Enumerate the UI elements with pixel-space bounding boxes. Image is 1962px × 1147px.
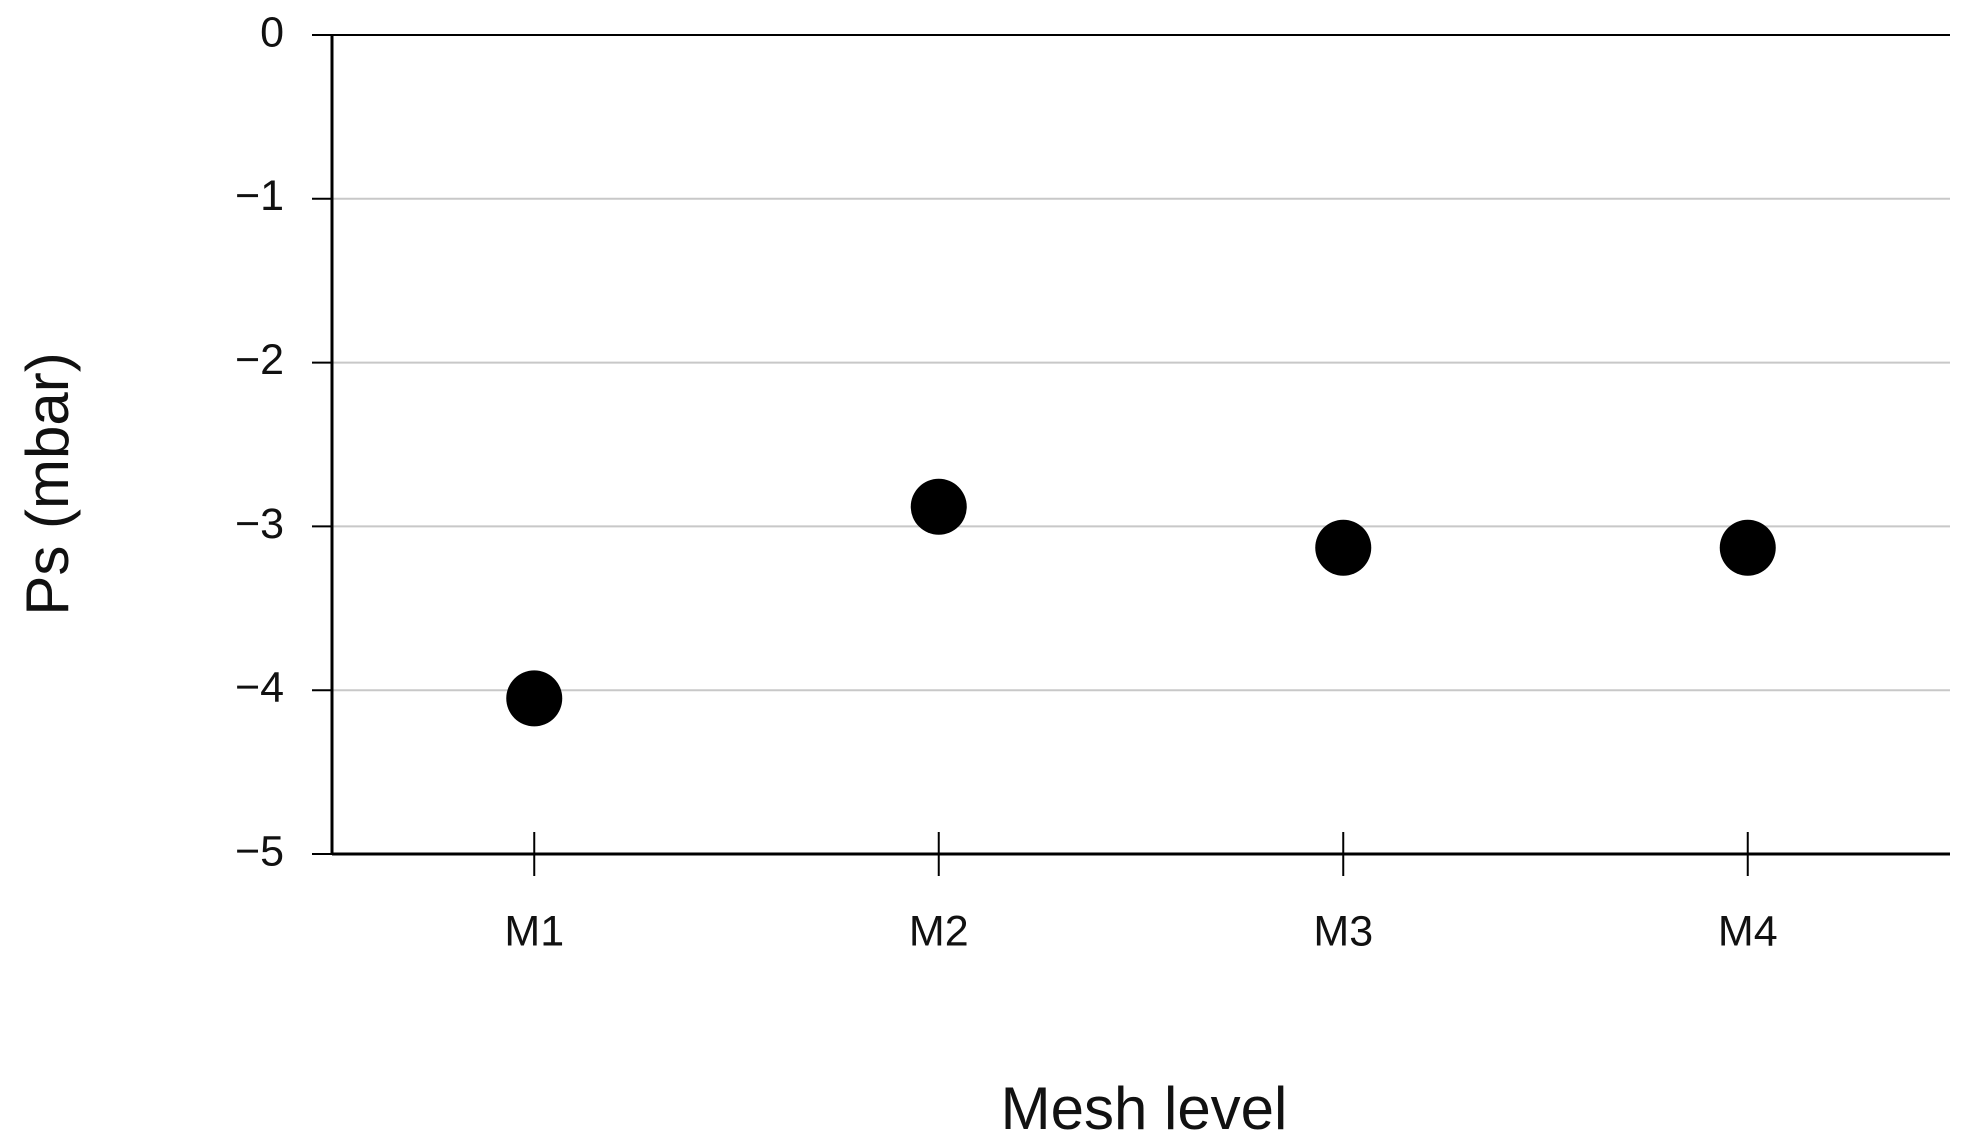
y-tick-label: −4 [235, 664, 284, 712]
y-tick-label: −3 [235, 500, 284, 548]
y-tick-label: −5 [235, 827, 284, 875]
y-tick-label: 0 [260, 8, 284, 56]
x-tick-label: M4 [1718, 907, 1778, 955]
data-point [910, 478, 967, 535]
y-tick-label: −2 [235, 336, 284, 384]
x-axis-title: Mesh level [1001, 1075, 1288, 1142]
x-tick-label: M3 [1313, 907, 1373, 955]
data-point [506, 670, 563, 727]
x-tick-label: M2 [909, 907, 969, 955]
x-tick-label: M1 [504, 907, 564, 955]
data-point [1315, 519, 1372, 576]
data-point [1719, 519, 1776, 576]
y-tick-label: −1 [235, 172, 284, 220]
y-axis-title: Ps (mbar) [14, 352, 81, 615]
